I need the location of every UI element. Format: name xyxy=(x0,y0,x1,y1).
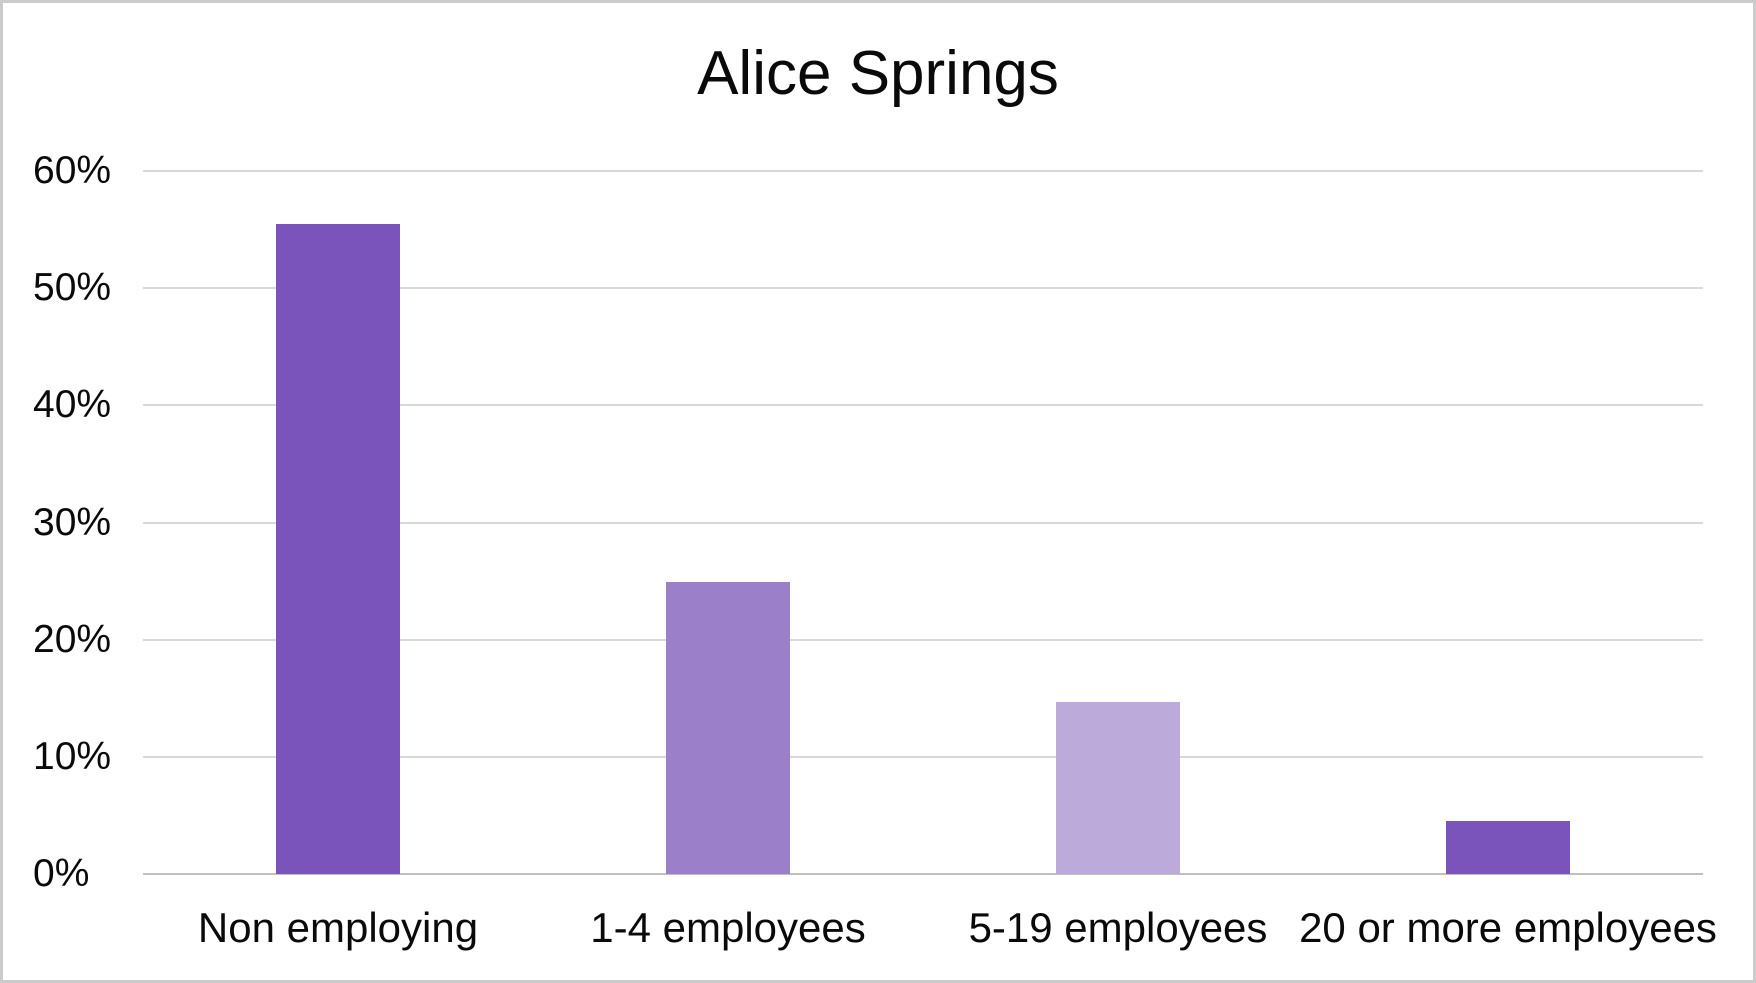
x-axis-category-label: 1-4 employees xyxy=(590,904,866,951)
x-axis-category-label: 20 or more employees xyxy=(1299,904,1717,951)
gridline xyxy=(143,287,1703,290)
bar-20-or-more-employees xyxy=(1446,821,1570,874)
x-axis-line xyxy=(143,873,1703,875)
x-axis-category-label: Non employing xyxy=(197,904,479,951)
y-axis: 0% 10% 20% 30% 40% 50% 60% xyxy=(33,149,139,895)
plot-area xyxy=(143,170,1703,875)
gridline xyxy=(143,170,1703,172)
y-axis-tick-label: 20% xyxy=(33,617,112,661)
gridline xyxy=(143,404,1703,407)
x-axis-category-label: 5-19 employees xyxy=(968,904,1268,951)
bar-1-4-employees xyxy=(666,582,790,874)
bar-non-employing xyxy=(276,223,400,874)
y-axis-tick-label: 60% xyxy=(33,149,112,192)
gridline xyxy=(143,755,1703,758)
y-axis-tick-label: 0% xyxy=(33,852,90,895)
y-axis-tick-label: 40% xyxy=(33,383,112,427)
x-axis: Non employing 1-4 employees 5-19 employees… xyxy=(143,896,1717,958)
y-axis-tick-label: 10% xyxy=(33,734,112,778)
chart-title: Alice Springs xyxy=(697,39,1059,108)
gridline xyxy=(143,521,1703,524)
y-axis-tick-label: 30% xyxy=(33,500,112,544)
gridline xyxy=(143,638,1703,641)
bar-5-19-employees xyxy=(1056,701,1180,874)
y-axis-tick-label: 50% xyxy=(33,266,112,310)
